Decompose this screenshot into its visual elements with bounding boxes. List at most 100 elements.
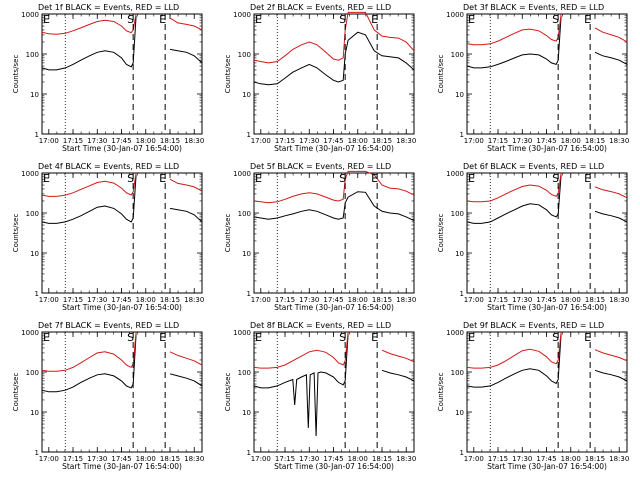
x-tick-label: 17:15 — [275, 137, 295, 145]
x-tick-label: 18:30 — [184, 137, 204, 145]
x-axis-label: Start Time (30-Jan-07 16:54:00) — [487, 462, 607, 471]
marker-label-s: S — [552, 331, 559, 344]
x-tick-label: 17:45 — [111, 455, 131, 463]
chart-panel-7: Det 7f BLACK = Events, RED = LLD 1 10 100 10… — [12, 321, 204, 471]
marker-label-left-e: E — [468, 13, 475, 26]
x-tick-label: 17:00 — [464, 455, 484, 463]
marker-label-s: S — [127, 172, 134, 185]
x-tick-label: 17:15 — [275, 455, 295, 463]
marker-label-e: E — [159, 331, 166, 344]
x-tick-label: 18:15 — [372, 296, 392, 304]
marker-label-left-e: E — [255, 172, 262, 185]
y-tick-label: 10 — [30, 409, 39, 417]
chart-panel-9: Det 9f BLACK = Events, RED = LLD 1 10 100 10… — [437, 321, 629, 471]
plot-frame — [253, 172, 415, 294]
plot-frame — [41, 13, 203, 135]
x-tick-label: 17:45 — [323, 296, 343, 304]
marker-label-s: S — [552, 13, 559, 26]
x-tick-label: 18:15 — [585, 137, 605, 145]
y-tick-label: 1000 — [446, 170, 464, 178]
x-tick-label: 18:30 — [184, 296, 204, 304]
x-tick-label: 17:30 — [87, 455, 107, 463]
marker-label-left-e: E — [43, 331, 50, 344]
x-tick-label: 17:45 — [323, 455, 343, 463]
x-tick-label: 17:15 — [488, 137, 508, 145]
marker-label-e: E — [159, 13, 166, 26]
x-tick-label: 17:15 — [63, 137, 83, 145]
y-tick-label: 100 — [451, 51, 464, 59]
series-line-events — [42, 15, 202, 71]
y-tick-label: 100 — [26, 210, 39, 218]
series-line-events — [254, 191, 414, 221]
y-axis-label: Counts/sec — [224, 55, 232, 94]
x-axis-label: Start Time (30-Jan-07 16:54:00) — [62, 462, 182, 471]
chart-title: Det 3f BLACK = Events, RED = LLD — [463, 3, 604, 12]
x-axis-label: Start Time (30-Jan-07 16:54:00) — [62, 144, 182, 153]
x-axis-label: Start Time (30-Jan-07 16:54:00) — [274, 303, 394, 312]
series-line-lld — [254, 170, 414, 204]
chart-title: Det 9f BLACK = Events, RED = LLD — [463, 321, 604, 330]
x-tick-label: 18:30 — [609, 137, 629, 145]
y-tick-label: 1000 — [446, 329, 464, 337]
x-tick-label: 18:00 — [136, 137, 156, 145]
y-axis-label: Counts/sec — [12, 373, 20, 412]
x-tick-label: 18:30 — [609, 455, 629, 463]
y-tick-label: 1000 — [21, 170, 39, 178]
marker-label-s: S — [552, 172, 559, 185]
series-line-events — [42, 174, 202, 224]
marker-label-e: E — [371, 331, 378, 344]
y-tick-label: 1 — [460, 131, 464, 139]
x-tick-label: 18:15 — [160, 296, 180, 304]
x-tick-label: 18:00 — [348, 296, 368, 304]
chart-title: Det 6f BLACK = Events, RED = LLD — [463, 162, 604, 171]
y-axis-label: Counts/sec — [437, 373, 445, 412]
marker-label-s: S — [127, 13, 134, 26]
x-tick-label: 17:00 — [251, 296, 271, 304]
chart-panel-1: Det 1f BLACK = Events, RED = LLD 1 10 100 10… — [12, 3, 204, 153]
x-axis-label: Start Time (30-Jan-07 16:54:00) — [274, 144, 394, 153]
series-line-lld — [467, 331, 627, 369]
plot-frame — [466, 172, 628, 294]
x-tick-label: 17:30 — [87, 137, 107, 145]
series-line-events — [467, 15, 627, 69]
x-tick-label: 17:15 — [63, 455, 83, 463]
series-line-lld — [42, 172, 202, 197]
x-tick-label: 17:15 — [488, 455, 508, 463]
x-tick-label: 17:30 — [299, 137, 319, 145]
x-tick-label: 17:30 — [299, 455, 319, 463]
x-tick-label: 18:15 — [160, 455, 180, 463]
x-tick-label: 17:45 — [536, 296, 556, 304]
x-tick-label: 17:00 — [464, 296, 484, 304]
plot-frame — [41, 331, 203, 453]
marker-label-e: E — [371, 13, 378, 26]
x-tick-label: 17:30 — [512, 137, 532, 145]
y-tick-label: 1000 — [233, 329, 251, 337]
series-line-lld — [467, 172, 627, 203]
x-tick-label: 17:45 — [323, 137, 343, 145]
x-tick-label: 17:15 — [488, 296, 508, 304]
y-tick-label: 10 — [455, 91, 464, 99]
x-tick-label: 18:00 — [136, 296, 156, 304]
y-tick-label: 100 — [26, 51, 39, 59]
y-tick-label: 1 — [460, 449, 464, 457]
marker-label-left-e: E — [468, 331, 475, 344]
marker-label-left-e: E — [468, 172, 475, 185]
y-axis-label: Counts/sec — [224, 373, 232, 412]
series-line-events — [42, 333, 202, 393]
x-tick-label: 17:00 — [39, 455, 59, 463]
x-axis-label: Start Time (30-Jan-07 16:54:00) — [487, 303, 607, 312]
chart-panel-3: Det 3f BLACK = Events, RED = LLD 1 10 100 10… — [437, 3, 629, 153]
plot-frame — [466, 13, 628, 135]
x-tick-label: 17:00 — [251, 455, 271, 463]
y-tick-label: 10 — [455, 409, 464, 417]
y-tick-label: 10 — [30, 250, 39, 258]
series-line-lld — [42, 13, 202, 35]
x-tick-label: 17:30 — [512, 296, 532, 304]
y-tick-label: 10 — [242, 250, 251, 258]
x-tick-label: 18:00 — [348, 137, 368, 145]
marker-label-left-e: E — [43, 13, 50, 26]
series-line-lld — [254, 331, 414, 369]
marker-label-e: E — [584, 331, 591, 344]
x-axis-label: Start Time (30-Jan-07 16:54:00) — [274, 462, 394, 471]
marker-label-s: S — [339, 172, 346, 185]
